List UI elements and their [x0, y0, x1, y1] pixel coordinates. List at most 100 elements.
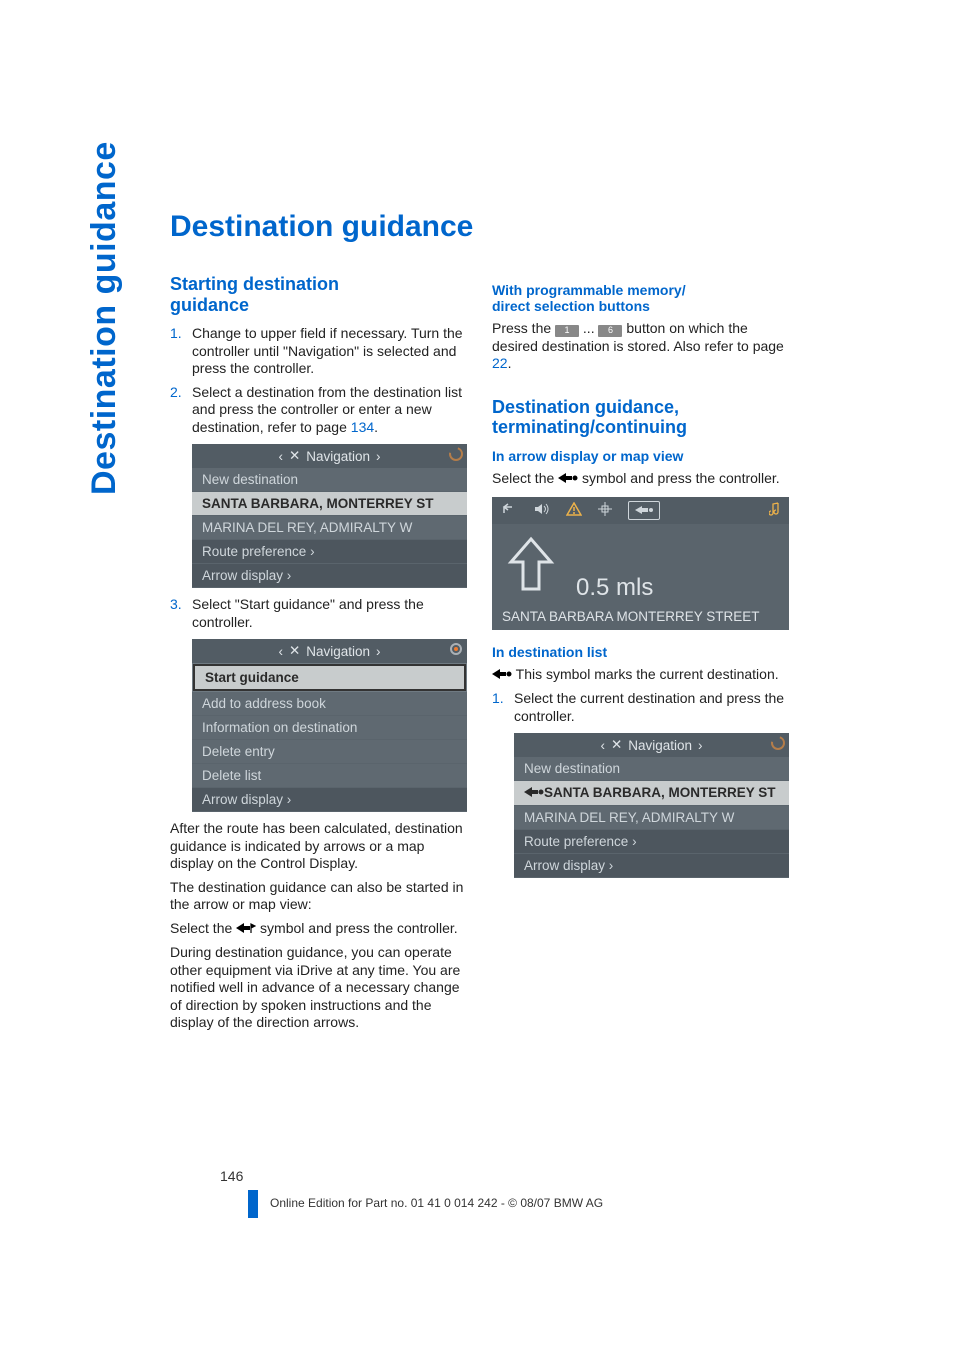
- nav-header: ‹ ✕ Navigation ›: [514, 733, 789, 757]
- terminating-heading: Destination guidance, terminating/contin…: [492, 397, 789, 438]
- body-paragraph: Press the 1 ... 6 button on which the de…: [492, 320, 789, 373]
- nav-row: Route preference ›: [514, 830, 789, 854]
- cancel-icon: ✕: [289, 643, 300, 659]
- nav-title: Navigation: [306, 449, 370, 464]
- cancel-icon: ✕: [289, 448, 300, 464]
- step-number: 1.: [170, 325, 190, 378]
- memory-key-1-icon: 1: [555, 325, 579, 337]
- body-paragraph: Select the symbol and press the controll…: [492, 470, 789, 489]
- destination-arrow-icon: [628, 501, 660, 520]
- nav-row-label: Route preference ›: [524, 834, 637, 849]
- nav-row-label: New destination: [202, 472, 298, 487]
- list-item: 1. Select the current destination and pr…: [492, 690, 789, 725]
- back-icon: [502, 503, 518, 518]
- arrow-toolbar: [492, 497, 789, 524]
- nav-header: ‹ ✕ Navigation ›: [192, 444, 467, 468]
- nav-row: Delete list: [192, 764, 467, 788]
- arrow-distance: 0.5 mls: [576, 574, 653, 602]
- destination-list-heading: In destination list: [492, 644, 789, 660]
- step-text: Select the current destination and press…: [514, 690, 789, 725]
- left-column: Starting destination guidance 1. Change …: [170, 274, 467, 1038]
- page-link[interactable]: 134: [351, 419, 374, 435]
- nav-row: Add to address book: [192, 692, 467, 716]
- nav-screenshot-2: ‹ ✕ Navigation › Start guidance Add to ad…: [192, 639, 467, 812]
- nav-row-label: Delete list: [202, 768, 261, 783]
- arrow-street: SANTA BARBARA MONTERREY STREET: [492, 606, 789, 630]
- prog-memory-heading: With programmable memory/ direct selecti…: [492, 282, 789, 314]
- step-text: Select a destination from the destinatio…: [192, 384, 467, 437]
- arrow-display-heading: In arrow display or map view: [492, 448, 789, 464]
- nav-row: Delete entry: [192, 740, 467, 764]
- step-text: Change to upper field if necessary. Turn…: [192, 325, 467, 378]
- page-title: Destination guidance: [170, 210, 790, 244]
- nav-row-label: MARINA DEL REY, ADMIRALTY W: [524, 810, 734, 825]
- satellite-icon: [598, 502, 612, 519]
- nav-row: Arrow display ›: [192, 564, 467, 588]
- page-content: Destination guidance Starting destinatio…: [170, 210, 790, 1038]
- arrow-view-screenshot: 0.5 mls SANTA BARBARA MONTERREY STREET: [492, 497, 789, 630]
- page-link[interactable]: 22: [492, 355, 508, 371]
- nav-row: Arrow display ›: [192, 788, 467, 812]
- text-run: Press the: [492, 320, 555, 336]
- nav-row-label: Add to address book: [202, 696, 326, 711]
- chevron-left-icon: ‹: [278, 644, 283, 659]
- text-run: .: [374, 419, 378, 435]
- cancel-icon: ✕: [611, 737, 622, 753]
- nav-row: MARINA DEL REY, ADMIRALTY W: [514, 806, 789, 830]
- text-run: Select the: [492, 470, 558, 486]
- body-paragraph: After the route has been calculated, des…: [170, 820, 467, 873]
- body-paragraph: The destination guidance can also be sta…: [170, 879, 467, 914]
- list-item: 3. Select "Start guidance" and press the…: [170, 596, 467, 631]
- nav-row: Start guidance: [193, 664, 466, 691]
- page-footer: 146 Online Edition for Part no. 01 41 0 …: [170, 1168, 790, 1210]
- corner-icon: [771, 736, 785, 750]
- nav-row-label: Start guidance: [205, 670, 299, 685]
- sidebar-section-label: Destination guidance: [85, 141, 124, 495]
- nav-row-label: Arrow display ›: [524, 858, 613, 873]
- music-icon: [769, 502, 781, 519]
- nav-row-label: Arrow display ›: [202, 792, 291, 807]
- nav-row-label: Arrow display ›: [202, 568, 291, 583]
- body-paragraph: Select the symbol and press the controll…: [170, 920, 467, 939]
- nav-row-label: Route preference ›: [202, 544, 315, 559]
- page-number: 146: [220, 1168, 790, 1184]
- footer-line: Online Edition for Part no. 01 41 0 014 …: [170, 1196, 790, 1210]
- text-run: Select the: [170, 920, 236, 936]
- nav-row: New destination: [192, 468, 467, 492]
- text-run: .: [508, 355, 512, 371]
- step-text: Select "Start guidance" and press the co…: [192, 596, 467, 631]
- nav-row-label: Delete entry: [202, 744, 275, 759]
- nav-row: Route preference ›: [192, 540, 467, 564]
- list-item: 1. Change to upper field if necessary. T…: [170, 325, 467, 378]
- chevron-right-icon: ›: [698, 738, 703, 753]
- text-run: symbol and press the controller.: [578, 470, 780, 486]
- corner-icon: [449, 447, 463, 461]
- nav-row: SANTA BARBARA, MONTERREY ST: [514, 781, 789, 806]
- nav-row-label: SANTA BARBARA, MONTERREY ST: [202, 496, 434, 511]
- starting-heading: Starting destination guidance: [170, 274, 467, 315]
- arrow-dot-icon: [558, 471, 578, 489]
- nav-header: ‹ ✕ Navigation ›: [192, 639, 467, 663]
- memory-key-6-icon: 6: [598, 325, 622, 337]
- chevron-left-icon: ‹: [600, 738, 605, 753]
- arrow-flag-icon: [236, 921, 256, 939]
- body-paragraph: During destination guidance, you can ope…: [170, 944, 467, 1032]
- text-run: Select a destination from the destinatio…: [192, 384, 462, 435]
- step-number: 2.: [170, 384, 190, 437]
- nav-row: SANTA BARBARA, MONTERREY ST: [192, 492, 467, 516]
- nav-title: Navigation: [306, 644, 370, 659]
- nav-row-label: MARINA DEL REY, ADMIRALTY W: [202, 520, 412, 535]
- nav-screenshot-1: ‹ ✕ Navigation › New destination SANTA BA…: [192, 444, 467, 588]
- chevron-left-icon: ‹: [278, 449, 283, 464]
- nav-row: Arrow display ›: [514, 854, 789, 878]
- up-arrow-icon: [506, 534, 556, 602]
- corner-icon: [449, 642, 463, 656]
- nav-row: MARINA DEL REY, ADMIRALTY W: [192, 516, 467, 540]
- nav-title: Navigation: [628, 738, 692, 753]
- starting-steps-cont: 3. Select "Start guidance" and press the…: [170, 596, 467, 631]
- nav-screenshot-3: ‹ ✕ Navigation › New destinationSANTA BA…: [514, 733, 789, 878]
- body-paragraph: This symbol marks the current destinatio…: [492, 666, 789, 685]
- nav-row: New destination: [514, 757, 789, 781]
- step-number: 3.: [170, 596, 190, 631]
- warning-icon: [566, 502, 582, 519]
